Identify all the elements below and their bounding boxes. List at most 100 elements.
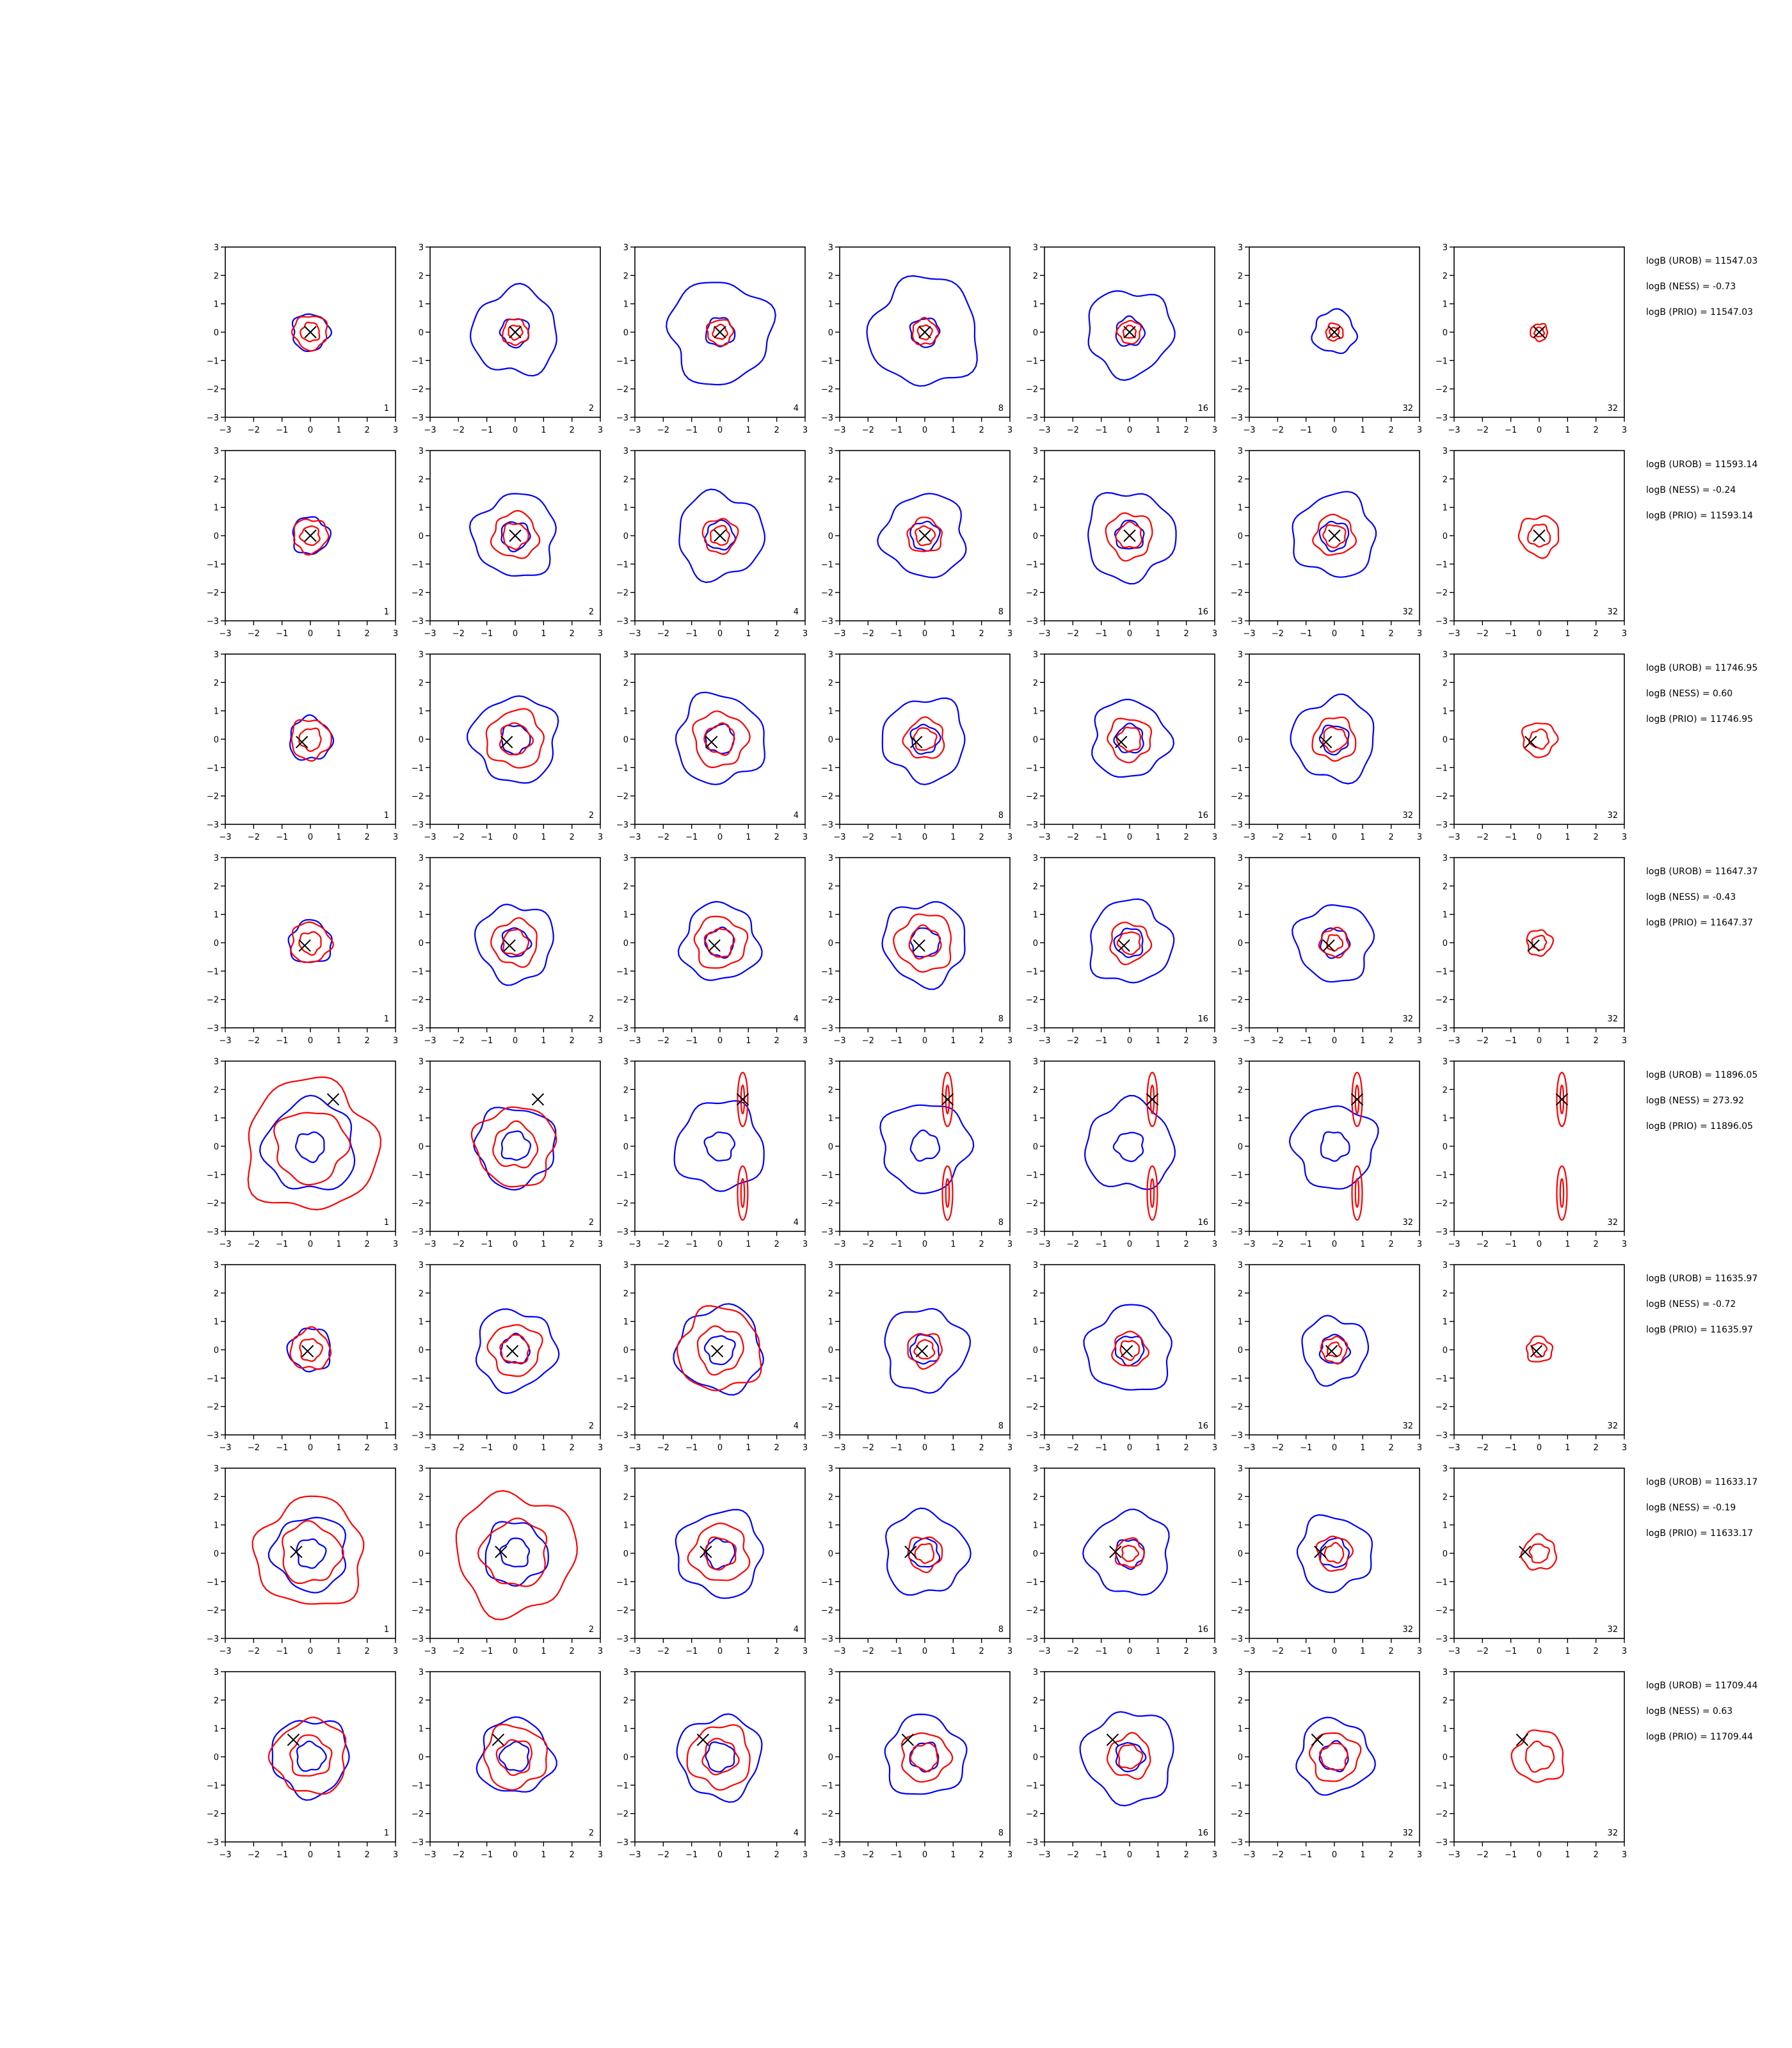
x-tick-label: −2 (862, 1850, 874, 1860)
y-tick-label: −2 (616, 996, 628, 1005)
plot-area (1295, 1716, 1376, 1796)
x-tick-label: 0 (922, 833, 927, 842)
x-tick-label: 0 (1332, 1850, 1337, 1860)
x-tick-label: 2 (570, 629, 575, 639)
x-tick-label: 0 (513, 426, 518, 435)
blue-contour (1292, 491, 1377, 578)
y-tick-label: 3 (1033, 1057, 1038, 1067)
x-tick-label: −1 (481, 629, 493, 639)
x-tick-label: 1 (1360, 426, 1365, 435)
y-tick-label: 2 (1238, 882, 1243, 892)
y-tick-label: 1 (623, 1318, 628, 1327)
y-tick-label: 1 (1033, 707, 1038, 717)
red-contour (1510, 1729, 1565, 1783)
axes-frame (1044, 857, 1215, 1028)
y-tick-label: 0 (214, 1142, 219, 1152)
x-tick-label: 2 (774, 1443, 780, 1453)
y-tick-label: −3 (616, 1024, 628, 1034)
x-tick-label: −3 (628, 1443, 641, 1453)
y-tick-label: −2 (1231, 589, 1243, 598)
x-tick-label: 3 (1212, 1240, 1217, 1249)
x-tick-label: 1 (1155, 1647, 1160, 1656)
x-tick-label: −2 (1272, 1647, 1284, 1656)
x-tick-label: −1 (1300, 1443, 1312, 1453)
y-tick-label: −3 (1231, 820, 1243, 830)
true-value-marker (708, 939, 721, 952)
y-tick-label: −1 (616, 1171, 628, 1180)
true-value-marker (918, 326, 931, 339)
red-contour (712, 323, 729, 340)
y-tick-label: −2 (1436, 1403, 1448, 1412)
y-tick-label: −3 (1231, 1431, 1243, 1441)
x-tick-label: 2 (1184, 833, 1189, 842)
plot-area (673, 1303, 764, 1396)
true-value-marker (287, 1733, 300, 1747)
x-tick-label: −1 (685, 1443, 698, 1453)
x-tick-label: 2 (1389, 629, 1394, 639)
red-contour (289, 1326, 332, 1370)
panel-r5-c7: −3−3 −2 −2 −1 −1 0 0 1 1 2 2 3 3 32 (1436, 1057, 1627, 1249)
y-tick-label: 0 (1033, 939, 1038, 948)
y-tick-label: 1 (214, 911, 219, 920)
x-tick-label: −2 (248, 629, 260, 639)
y-tick-label: 1 (1033, 1318, 1038, 1327)
x-tick-label: 0 (1537, 833, 1542, 842)
y-tick-label: −1 (1026, 1781, 1038, 1791)
y-tick-label: 2 (1443, 475, 1448, 484)
y-tick-label: 0 (214, 735, 219, 745)
y-tick-label: 3 (623, 1261, 628, 1270)
y-tick-label: 0 (214, 939, 219, 948)
red-contour (299, 1338, 323, 1363)
y-tick-label: −1 (412, 356, 424, 366)
panel-label: 8 (998, 607, 1004, 617)
panel-r6-c2: −3−3 −2 −2 −1 −1 0 0 1 1 2 2 3 3 2 (412, 1261, 603, 1453)
panel-r3-c1: −3−3 −2 −2 −1 −1 0 0 1 1 2 2 3 3 1 (207, 650, 398, 842)
stat-text: logB (UROB) = 11547.03 (1646, 256, 1757, 266)
blue-contour (1087, 290, 1176, 381)
x-tick-label: −2 (862, 1647, 874, 1656)
x-tick-label: −3 (628, 629, 641, 639)
panel-label: 32 (1402, 1421, 1413, 1431)
x-tick-label: 0 (513, 1850, 518, 1860)
y-tick-label: 2 (828, 678, 833, 688)
plot-area (881, 900, 966, 990)
red-contour (1528, 1543, 1551, 1564)
true-value-marker (500, 735, 513, 749)
red-contour (686, 1724, 751, 1791)
y-tick-label: −1 (207, 764, 219, 773)
y-tick-label: −3 (1026, 617, 1038, 627)
blue-contour (1082, 1508, 1170, 1596)
y-tick-label: 1 (214, 300, 219, 310)
panel-r2-c4: −3−3 −2 −2 −1 −1 0 0 1 1 2 2 3 3 8 (821, 447, 1012, 639)
x-tick-label: −1 (276, 1850, 288, 1860)
y-tick-label: −3 (412, 1431, 424, 1441)
x-tick-label: 0 (308, 1443, 313, 1453)
plot-area (675, 1508, 764, 1599)
y-tick-label: −3 (821, 820, 833, 830)
x-tick-label: 2 (979, 833, 984, 842)
red-contour (740, 1084, 746, 1115)
x-tick-label: −3 (833, 1647, 845, 1656)
y-tick-label: 1 (623, 504, 628, 513)
blue-contour (909, 1334, 940, 1365)
x-tick-label: 1 (950, 426, 956, 435)
panel-label: 2 (589, 1014, 594, 1024)
y-tick-label: −2 (412, 1810, 424, 1820)
x-tick-label: −3 (1448, 1850, 1460, 1860)
panel-r5-c5: −3−3 −2 −2 −1 −1 0 0 1 1 2 2 3 3 16 (1026, 1057, 1217, 1249)
y-tick-label: 3 (1033, 854, 1038, 863)
panel-r5-c2: −3−3 −2 −2 −1 −1 0 0 1 1 2 2 3 3 2 (412, 1057, 603, 1249)
y-tick-label: 2 (1033, 271, 1038, 281)
y-tick-label: −2 (616, 1810, 628, 1820)
x-tick-label: 2 (570, 1240, 575, 1249)
y-tick-label: 0 (623, 1346, 628, 1356)
axes-frame (1044, 1671, 1215, 1843)
axes-frame (1249, 653, 1420, 825)
x-tick-label: 2 (774, 1850, 780, 1860)
x-tick-label: 1 (1360, 1036, 1365, 1046)
y-tick-label: 3 (419, 447, 424, 456)
x-tick-label: −2 (452, 1443, 465, 1453)
x-tick-label: 3 (1417, 629, 1422, 639)
x-tick-label: 3 (1212, 1850, 1217, 1860)
true-value-marker (1314, 1546, 1327, 1558)
